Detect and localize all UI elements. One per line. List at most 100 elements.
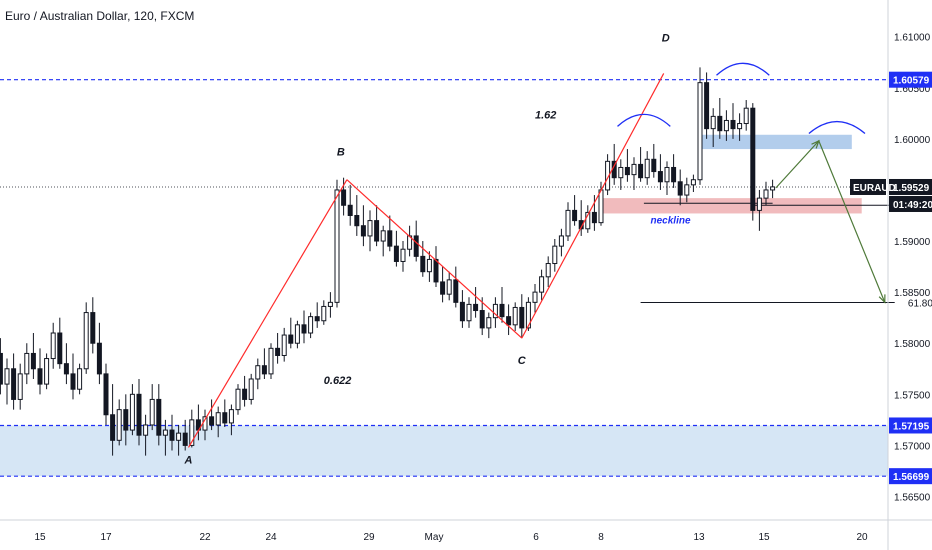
- projection-arrowhead-2: [878, 294, 886, 304]
- candle-body: [294, 324, 300, 344]
- x-tick-label: 24: [265, 532, 277, 543]
- candle-body: [57, 332, 63, 365]
- candle-body: [4, 368, 10, 385]
- candle-body: [433, 258, 439, 283]
- x-tick-label: 20: [856, 532, 868, 543]
- candle-body: [334, 189, 340, 303]
- y-tick-label: 1.57000: [894, 441, 931, 452]
- candle-body: [242, 388, 248, 400]
- candle-body: [572, 209, 578, 222]
- candle-body: [638, 163, 644, 179]
- candle-body: [209, 416, 215, 426]
- candle-body: [235, 388, 241, 411]
- candle-body: [321, 305, 327, 322]
- candle-body: [618, 166, 624, 179]
- candle-body: [261, 365, 267, 375]
- neckline-box: [601, 198, 862, 214]
- level-badge-0-text: 1.60579: [893, 76, 930, 87]
- candle-body: [605, 160, 611, 191]
- candle-body: [558, 235, 564, 247]
- candle-body: [723, 119, 729, 132]
- x-tick-label: 15: [34, 532, 46, 543]
- candle-body: [631, 163, 637, 176]
- current-price-badge-text: 1.59529: [893, 183, 930, 194]
- candle-body: [657, 171, 663, 183]
- y-tick-label: 1.58000: [894, 339, 931, 350]
- candle-body: [110, 414, 116, 441]
- candle-body: [591, 211, 597, 224]
- x-tick-label: 29: [363, 532, 375, 543]
- candle-body: [644, 158, 650, 179]
- candle-body: [763, 189, 769, 199]
- y-tick-label: 1.57500: [894, 390, 931, 401]
- candle-body: [90, 312, 96, 344]
- candle-body: [70, 373, 76, 390]
- projection-arrowhead-1: [811, 139, 820, 149]
- candle-body: [0, 352, 3, 385]
- candle-body: [327, 301, 333, 307]
- candle-body: [30, 352, 36, 370]
- candle-body: [156, 398, 162, 436]
- candle-body: [83, 312, 89, 370]
- y-tick-label: 1.60000: [894, 135, 931, 146]
- candle-body: [77, 368, 83, 390]
- candle-body: [268, 347, 274, 375]
- candle-body: [730, 119, 736, 130]
- x-tick-label: 22: [199, 532, 211, 543]
- candle-body: [684, 184, 690, 196]
- candle-body: [697, 82, 703, 181]
- chart-title: Euro / Australian Dollar, 120, FXCM: [5, 9, 195, 23]
- candle-body: [281, 334, 287, 356]
- candle-body: [704, 82, 710, 130]
- level-badge-2-text: 1.56699: [893, 472, 930, 483]
- abcd-leg-1: [346, 179, 523, 339]
- candle-body: [525, 301, 531, 329]
- candle-body: [255, 365, 261, 380]
- fib-label-1: 61.80%: [908, 299, 932, 310]
- candle-body: [301, 324, 307, 334]
- candle-body: [545, 263, 551, 278]
- x-tick-label: 6: [533, 532, 539, 543]
- candle-body: [539, 276, 545, 293]
- current-price-badge-bg: [889, 178, 932, 195]
- candle-body: [50, 332, 56, 360]
- abcd-leg-2: [521, 73, 665, 339]
- x-tick-label: 17: [100, 532, 112, 543]
- candle-body: [103, 373, 109, 416]
- supply-box: [700, 134, 852, 150]
- candle-body: [552, 245, 558, 265]
- candle-body: [354, 214, 360, 227]
- candle-body: [446, 279, 452, 295]
- candle-body: [532, 291, 538, 303]
- ratio-label-2: 0.622: [324, 375, 352, 387]
- candle-body: [651, 158, 657, 173]
- candle-body: [420, 255, 426, 273]
- demand-zone: [0, 425, 888, 477]
- y-tick-label: 1.61000: [894, 33, 931, 44]
- candle-body: [750, 107, 756, 211]
- candle-body: [770, 186, 776, 191]
- candle-body: [492, 303, 498, 319]
- abcd-leg-0: [187, 179, 348, 448]
- symbol-badge-bg: [850, 178, 886, 195]
- x-tick-label: May: [425, 532, 444, 543]
- candle-body: [37, 368, 43, 385]
- candle-body: [453, 279, 459, 303]
- candle-body: [466, 303, 472, 322]
- candle-body: [288, 334, 294, 344]
- candle-body: [341, 189, 347, 206]
- candle-body: [499, 303, 505, 318]
- candle-body: [44, 358, 50, 385]
- y-tick-label: 1.58500: [894, 288, 931, 299]
- candle-body: [743, 107, 749, 125]
- level-badge-1-bg: [889, 417, 932, 434]
- pattern-label-B: B: [337, 147, 345, 159]
- shoulder-arc-1: [716, 62, 770, 76]
- candle-body: [222, 412, 228, 424]
- y-tick-label: 1.59000: [894, 237, 931, 248]
- x-tick-label: 13: [693, 532, 705, 543]
- candle-body: [248, 378, 254, 400]
- candle-body: [519, 306, 525, 329]
- projection-path: [775, 139, 886, 303]
